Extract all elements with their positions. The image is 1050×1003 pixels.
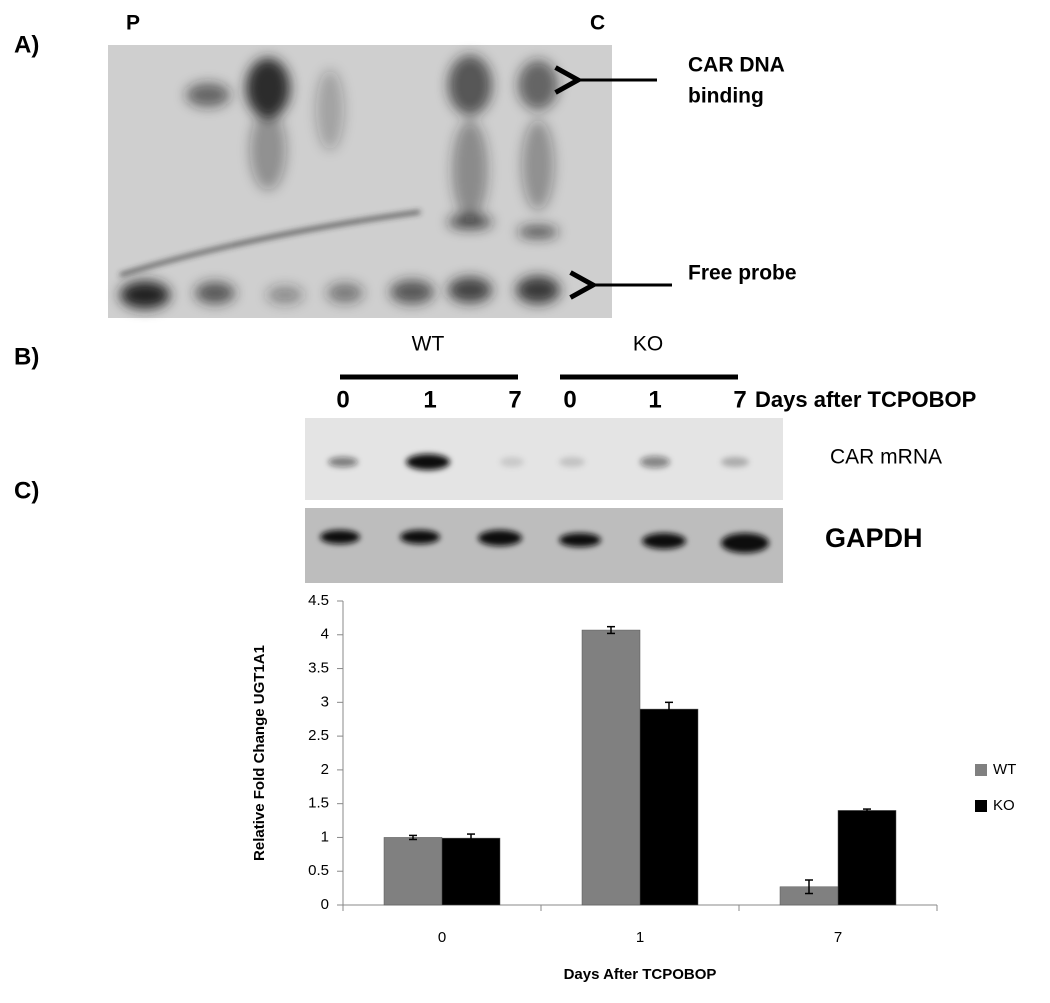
bar <box>441 837 501 906</box>
x-axis-label: Days After TCPOBOP <box>564 966 717 983</box>
error-bar <box>863 808 871 813</box>
legend-swatch <box>975 764 987 776</box>
panel-label: C) <box>14 477 39 504</box>
error-bar <box>805 879 813 895</box>
y-tick-label: 0 <box>321 896 329 913</box>
y-tick-label: 2 <box>321 761 329 778</box>
y-tick-label: 4.5 <box>308 592 329 609</box>
x-tick-label: 1 <box>636 929 644 946</box>
lane-label: P <box>126 12 140 35</box>
error-bar <box>665 701 673 717</box>
bar <box>837 810 897 906</box>
bar-chart: 0 0.5 1 1.5 2 2.5 3 3.5 4 4.5 0 1 7 WT KO Relative Fold… <box>251 592 1016 983</box>
lane-label: C <box>590 12 605 35</box>
lane-number: 0 <box>563 386 576 413</box>
y-axis-label: Relative Fold Change UGT1A1 <box>251 645 268 861</box>
group-label: KO <box>633 333 663 356</box>
band-label: binding <box>688 85 764 108</box>
x-tick-label: 7 <box>834 929 842 946</box>
lane-number: 1 <box>423 386 436 413</box>
panel-label: A) <box>14 31 39 58</box>
panel-label: B) <box>14 343 39 370</box>
blot-label: GAPDH <box>825 523 923 553</box>
group-label: WT <box>412 333 445 356</box>
blot-label: CAR mRNA <box>830 446 942 469</box>
y-tick-label: 0.5 <box>308 862 329 879</box>
y-tick-label: 1.5 <box>308 795 329 812</box>
y-tick-label: 1 <box>321 828 329 845</box>
legend-swatch <box>975 800 987 812</box>
error-bar <box>409 834 417 841</box>
gel-image <box>108 45 612 318</box>
lane-number: 0 <box>336 386 349 413</box>
legend-label: KO <box>993 797 1015 814</box>
lane-number: 7 <box>733 386 746 413</box>
legend-label: WT <box>993 761 1016 778</box>
bar <box>639 708 699 906</box>
bar <box>581 629 641 906</box>
blot-image <box>305 418 783 583</box>
time-label: Days after TCPOBOP <box>755 387 976 412</box>
y-tick-label: 4 <box>321 626 329 643</box>
band-label: Free probe <box>688 262 797 285</box>
error-bar <box>467 833 475 843</box>
lane-number: 7 <box>508 386 521 413</box>
band-label: CAR DNA <box>688 54 785 77</box>
y-tick-label: 3.5 <box>308 660 329 677</box>
x-tick-label: 0 <box>438 929 446 946</box>
bar <box>383 837 443 906</box>
lane-number: 1 <box>648 386 661 413</box>
error-bar <box>607 625 615 635</box>
y-tick-label: 2.5 <box>308 727 329 744</box>
y-tick-label: 3 <box>321 693 329 710</box>
